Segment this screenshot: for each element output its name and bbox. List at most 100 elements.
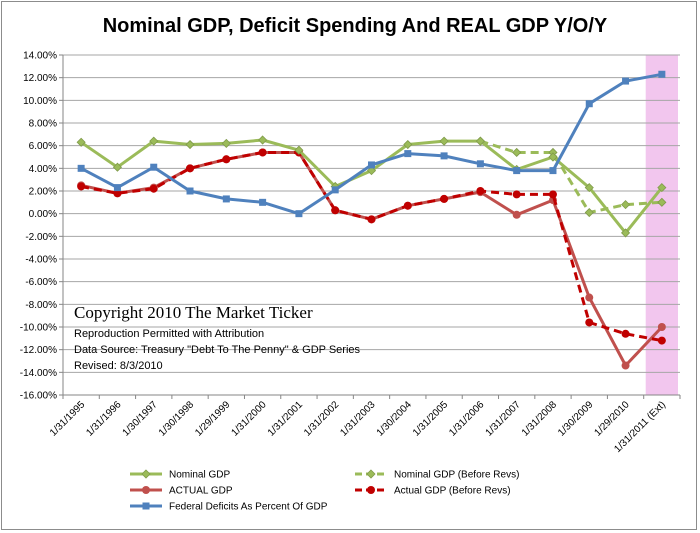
series-3 bbox=[77, 148, 666, 345]
data-point bbox=[113, 184, 121, 192]
x-tick-label: 1/31/1995 bbox=[48, 399, 88, 439]
data-point bbox=[621, 329, 630, 338]
data-point bbox=[657, 336, 666, 345]
data-point bbox=[149, 184, 158, 193]
x-tick-label: 1/31/2006 bbox=[447, 399, 487, 439]
data-point bbox=[439, 136, 449, 146]
data-point bbox=[620, 228, 631, 238]
series-line bbox=[479, 139, 662, 214]
series-0 bbox=[76, 135, 667, 238]
data-point bbox=[476, 160, 484, 168]
axes bbox=[62, 55, 681, 399]
data-point bbox=[584, 183, 594, 193]
data-point bbox=[404, 150, 412, 158]
x-tick-label: 1/31/2001 bbox=[266, 399, 306, 439]
x-tick-labels: 1/31/19951/31/19961/30/19971/30/19981/29… bbox=[48, 399, 668, 455]
data-point bbox=[76, 137, 86, 147]
annotation-copyright: Copyright 2010 The Market Ticker bbox=[74, 303, 313, 322]
y-tick-label: -2.00% bbox=[25, 232, 57, 243]
data-point bbox=[367, 215, 376, 224]
data-point bbox=[77, 182, 86, 191]
x-tick-label: 1/31/1996 bbox=[84, 399, 124, 439]
y-tick-label: -14.00% bbox=[20, 368, 57, 379]
data-point bbox=[331, 206, 340, 215]
data-point bbox=[549, 167, 557, 175]
y-tick-label: -8.00% bbox=[25, 300, 57, 311]
data-point bbox=[658, 70, 666, 78]
y-tick-label: 12.00% bbox=[23, 73, 57, 84]
data-point bbox=[657, 197, 667, 207]
data-point bbox=[222, 195, 230, 203]
data-point bbox=[585, 318, 594, 327]
data-point bbox=[657, 323, 666, 331]
x-tick-label: 1/31/2005 bbox=[411, 399, 451, 439]
legend-marker bbox=[366, 469, 376, 479]
data-point bbox=[403, 139, 413, 150]
series-layer bbox=[76, 70, 667, 370]
annotation-reproduction: Reproduction Permitted with Attribution bbox=[74, 328, 264, 340]
data-point bbox=[366, 166, 377, 176]
legend-label: Nominal GDP (Before Revs) bbox=[394, 470, 519, 481]
data-point bbox=[222, 155, 231, 164]
data-point bbox=[259, 198, 267, 206]
chart-title: Nominal GDP, Deficit Spending And REAL G… bbox=[103, 15, 608, 37]
data-point bbox=[294, 145, 304, 155]
y-tick-label: -12.00% bbox=[20, 345, 57, 356]
y-tick-label: -16.00% bbox=[20, 391, 57, 402]
legend-marker bbox=[367, 486, 375, 494]
y-tick-label: 2.00% bbox=[29, 187, 57, 198]
legend-entry: Nominal GDP bbox=[130, 469, 230, 481]
legend-label: Actual GDP (Before Revs) bbox=[394, 486, 511, 497]
data-point bbox=[258, 148, 267, 157]
y-tick-label: 10.00% bbox=[23, 96, 57, 107]
data-point bbox=[149, 136, 159, 146]
legend-label: Federal Deficits As Percent Of GDP bbox=[169, 502, 328, 513]
legend: Nominal GDP Nominal GDP (Before Revs) ACTU… bbox=[130, 469, 519, 513]
data-point bbox=[368, 161, 375, 169]
legend-entry: ACTUAL GDP bbox=[130, 486, 233, 497]
x-tick-label: 1/29/1999 bbox=[193, 399, 233, 439]
x-tick-label: 1/31/2003 bbox=[338, 399, 378, 439]
data-point bbox=[585, 100, 593, 108]
x-tick-label: 1/30/1998 bbox=[157, 399, 197, 439]
data-point bbox=[186, 164, 195, 173]
data-point bbox=[403, 201, 412, 210]
y-tick-label: -6.00% bbox=[25, 277, 57, 288]
data-point bbox=[150, 163, 158, 171]
data-point bbox=[621, 361, 630, 370]
y-tick-label: -4.00% bbox=[25, 255, 57, 266]
x-tick-label: 1/30/2009 bbox=[556, 399, 596, 439]
data-point bbox=[512, 210, 521, 219]
series-line bbox=[80, 72, 663, 216]
data-point bbox=[476, 187, 485, 195]
x-tick-label: 1/31/2002 bbox=[302, 399, 342, 439]
y-tick-labels: 14.00% 12.00% 10.00% 8.00% 6.00% 4.00% 2.00% 0.… bbox=[20, 51, 57, 402]
data-point bbox=[295, 210, 303, 218]
legend-marker bbox=[142, 486, 150, 494]
legend-marker bbox=[142, 502, 150, 510]
data-point bbox=[185, 139, 195, 150]
data-point bbox=[513, 167, 521, 175]
data-point bbox=[440, 194, 449, 203]
data-point bbox=[622, 77, 630, 85]
data-point bbox=[585, 293, 594, 302]
annotation-revised: Revised: 8/3/2010 bbox=[74, 360, 163, 372]
legend-entry: Nominal GDP (Before Revs) bbox=[355, 469, 519, 481]
legend-entry: Actual GDP (Before Revs) bbox=[355, 486, 511, 497]
data-point bbox=[512, 147, 522, 158]
legend-label: ACTUAL GDP bbox=[169, 486, 233, 497]
data-point bbox=[186, 187, 194, 195]
data-point bbox=[258, 135, 268, 145]
series-1 bbox=[475, 136, 667, 218]
legend-entry: Federal Deficits As Percent Of GDP bbox=[130, 502, 328, 513]
series-4 bbox=[77, 70, 666, 218]
data-point bbox=[548, 190, 557, 199]
data-point bbox=[113, 189, 122, 198]
x-tick-label: 1/31/2007 bbox=[484, 399, 524, 439]
data-point bbox=[548, 152, 558, 162]
y-tick-label: 4.00% bbox=[29, 164, 57, 175]
annotation-source: Data Source: Treasury "Debt To The Penny… bbox=[74, 344, 361, 356]
x-tick-label: 1/31/2008 bbox=[520, 399, 560, 439]
